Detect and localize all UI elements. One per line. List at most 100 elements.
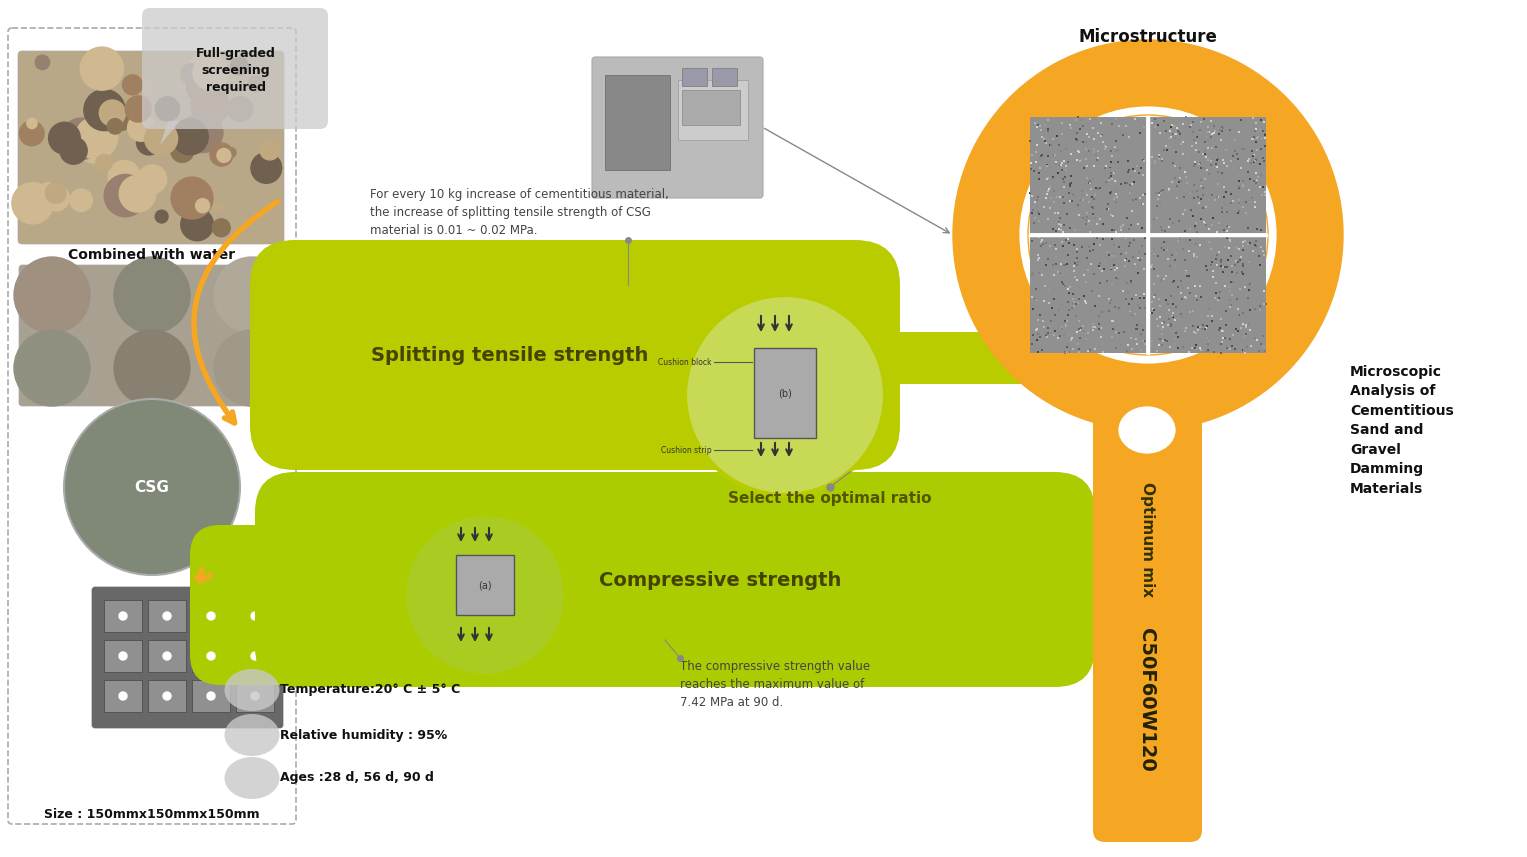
Text: Cushion block: Cushion block bbox=[658, 357, 712, 367]
Circle shape bbox=[119, 176, 156, 212]
Circle shape bbox=[171, 177, 212, 219]
Circle shape bbox=[61, 118, 102, 159]
Circle shape bbox=[60, 137, 87, 165]
Circle shape bbox=[64, 399, 240, 575]
Text: Select the optimal ratio: Select the optimal ratio bbox=[728, 490, 931, 506]
Bar bbox=[780, 332, 1070, 384]
Circle shape bbox=[191, 86, 229, 124]
Bar bbox=[605, 75, 670, 170]
Ellipse shape bbox=[224, 714, 279, 756]
Circle shape bbox=[137, 165, 166, 194]
Circle shape bbox=[46, 183, 66, 203]
Text: (a): (a) bbox=[478, 580, 492, 590]
Text: Microstructure: Microstructure bbox=[1078, 28, 1217, 46]
Circle shape bbox=[1019, 105, 1278, 365]
Bar bbox=[683, 68, 707, 86]
Circle shape bbox=[37, 183, 60, 207]
Text: Splitting tensile strength: Splitting tensile strength bbox=[371, 345, 649, 364]
Circle shape bbox=[96, 154, 113, 171]
Bar bbox=[1057, 540, 1112, 645]
Circle shape bbox=[182, 112, 223, 153]
Text: CSG: CSG bbox=[134, 480, 169, 494]
Circle shape bbox=[228, 97, 253, 122]
Circle shape bbox=[192, 55, 228, 90]
Bar bbox=[683, 90, 741, 125]
Text: Cushion strip: Cushion strip bbox=[661, 446, 712, 454]
Circle shape bbox=[226, 147, 237, 157]
Circle shape bbox=[115, 257, 189, 333]
Circle shape bbox=[99, 100, 125, 126]
Circle shape bbox=[136, 130, 162, 155]
Circle shape bbox=[98, 101, 110, 112]
Circle shape bbox=[953, 40, 1344, 430]
Circle shape bbox=[260, 141, 279, 160]
Bar bbox=[712, 68, 738, 86]
Circle shape bbox=[405, 515, 565, 675]
Circle shape bbox=[186, 71, 218, 103]
Ellipse shape bbox=[1116, 405, 1177, 455]
Circle shape bbox=[116, 259, 188, 331]
Circle shape bbox=[180, 63, 202, 85]
Circle shape bbox=[156, 97, 180, 121]
Bar bbox=[1150, 117, 1266, 233]
FancyBboxPatch shape bbox=[142, 8, 328, 129]
Circle shape bbox=[119, 612, 127, 620]
Text: Optimum mix: Optimum mix bbox=[1139, 482, 1154, 597]
Text: Ages :28 d, 56 d, 90 d: Ages :28 d, 56 d, 90 d bbox=[279, 771, 434, 784]
Bar bbox=[104, 600, 142, 632]
Bar bbox=[237, 680, 273, 712]
Circle shape bbox=[247, 75, 264, 92]
Text: The compressive strength value: The compressive strength value bbox=[680, 660, 870, 673]
Ellipse shape bbox=[224, 757, 279, 799]
Circle shape bbox=[145, 122, 177, 155]
Circle shape bbox=[49, 123, 81, 154]
Circle shape bbox=[70, 189, 92, 212]
Circle shape bbox=[208, 652, 215, 660]
Circle shape bbox=[104, 175, 147, 217]
Text: Size : 150mmx150mmx150mm: Size : 150mmx150mmx150mm bbox=[44, 808, 260, 821]
Circle shape bbox=[119, 692, 127, 700]
Circle shape bbox=[686, 295, 886, 495]
Bar bbox=[237, 600, 273, 632]
Circle shape bbox=[14, 330, 90, 406]
Text: Full-graded
screening
required: Full-graded screening required bbox=[195, 46, 276, 93]
Circle shape bbox=[217, 148, 231, 163]
Circle shape bbox=[119, 652, 127, 660]
Circle shape bbox=[125, 96, 151, 122]
Text: reaches the maximum value of: reaches the maximum value of bbox=[680, 678, 864, 691]
Bar bbox=[754, 348, 815, 438]
Ellipse shape bbox=[224, 669, 279, 711]
Circle shape bbox=[208, 692, 215, 700]
Bar bbox=[148, 640, 186, 672]
Circle shape bbox=[20, 121, 44, 146]
FancyBboxPatch shape bbox=[189, 525, 325, 685]
Bar bbox=[1150, 237, 1266, 353]
Bar bbox=[1031, 117, 1145, 233]
Circle shape bbox=[214, 203, 223, 213]
FancyBboxPatch shape bbox=[18, 51, 284, 244]
Circle shape bbox=[250, 652, 260, 660]
Bar bbox=[192, 600, 231, 632]
Text: the increase of splitting tensile strength of CSG: the increase of splitting tensile streng… bbox=[370, 206, 651, 219]
Bar bbox=[457, 555, 515, 615]
Text: 7.42 MPa at 90 d.: 7.42 MPa at 90 d. bbox=[680, 696, 783, 709]
FancyBboxPatch shape bbox=[255, 472, 1095, 687]
Circle shape bbox=[115, 116, 130, 130]
Circle shape bbox=[250, 612, 260, 620]
Circle shape bbox=[12, 183, 53, 224]
FancyBboxPatch shape bbox=[18, 265, 282, 406]
Text: Relative humidity : 95%: Relative humidity : 95% bbox=[279, 728, 447, 741]
Circle shape bbox=[107, 118, 122, 134]
Bar bbox=[237, 640, 273, 672]
Text: Compressive strength: Compressive strength bbox=[599, 571, 841, 590]
Circle shape bbox=[35, 55, 49, 69]
Circle shape bbox=[156, 210, 168, 223]
Circle shape bbox=[137, 190, 151, 202]
Bar bbox=[678, 80, 748, 140]
Circle shape bbox=[163, 612, 171, 620]
Circle shape bbox=[115, 330, 189, 406]
Circle shape bbox=[43, 185, 69, 211]
Circle shape bbox=[69, 135, 90, 156]
Circle shape bbox=[122, 75, 142, 95]
FancyBboxPatch shape bbox=[1093, 388, 1202, 842]
